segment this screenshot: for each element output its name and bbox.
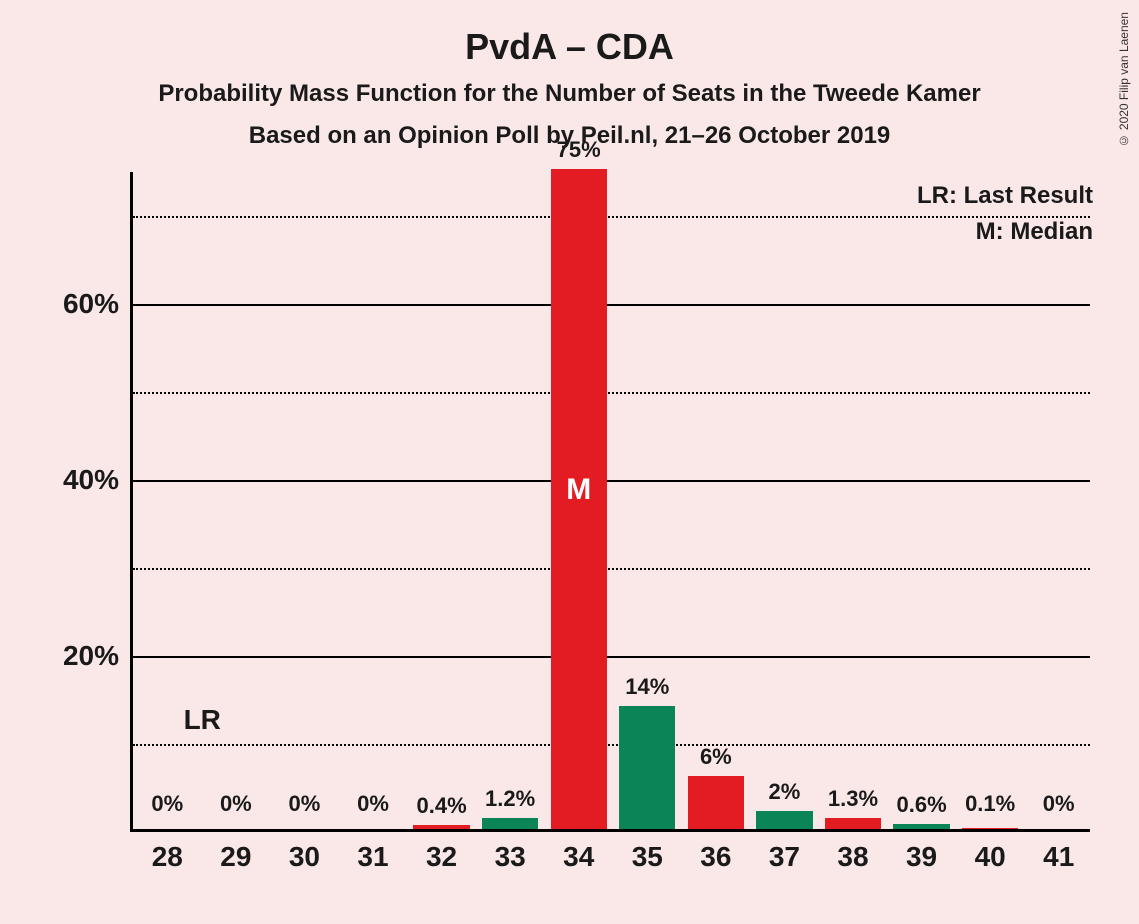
plot-area: 20%40%60%280%290%300%310%320.4%331.2%347… [130,172,1090,832]
x-tick-label: 31 [357,829,388,873]
gridline-minor [133,568,1090,570]
x-tick-label: 38 [837,829,868,873]
bar-value-label: 0% [151,791,183,823]
chart-subtitle-1: Probability Mass Function for the Number… [0,80,1139,108]
bar: 0.6% [893,824,949,829]
bar-value-label: 1.3% [828,786,878,818]
x-tick-label: 36 [700,829,731,873]
bar-value-label: 0% [220,791,252,823]
x-tick-label: 41 [1043,829,1074,873]
x-tick-label: 34 [563,829,594,873]
pmf-chart: PvdA – CDA Probability Mass Function for… [0,0,1139,924]
bar-value-label: 0% [1043,791,1075,823]
x-tick-label: 33 [495,829,526,873]
bar: 2% [756,811,812,829]
x-tick-label: 35 [632,829,663,873]
gridline-minor [133,392,1090,394]
bar-value-label: 0.1% [965,791,1015,823]
x-tick-label: 37 [769,829,800,873]
bar-value-label: 75% [557,137,601,169]
gridline-major [133,656,1090,658]
y-tick-label: 40% [63,464,133,496]
x-tick-label: 39 [906,829,937,873]
x-tick-label: 30 [289,829,320,873]
bar: 0.4% [413,825,469,829]
x-tick-label: 28 [152,829,183,873]
chart-title: PvdA – CDA [0,26,1139,68]
median-marker: M [566,473,591,507]
bar-value-label: 0.4% [416,793,466,825]
copyright-text: © 2020 Filip van Laenen [1117,12,1131,147]
bar: 75%M [551,169,607,829]
y-tick-label: 20% [63,640,133,672]
bar: 14% [619,706,675,829]
x-tick-label: 29 [220,829,251,873]
last-result-marker: LR [184,704,221,736]
bar-value-label: 0% [289,791,321,823]
bar-value-label: 2% [769,779,801,811]
gridline-major [133,480,1090,482]
bar-value-label: 0.6% [896,792,946,824]
bar-value-label: 1.2% [485,786,535,818]
bar: 1.2% [482,818,538,829]
bar: 6% [688,776,744,829]
x-tick-label: 32 [426,829,457,873]
gridline-minor [133,216,1090,218]
gridline-minor [133,744,1090,746]
bar: 1.3% [825,818,881,829]
bar-value-label: 6% [700,744,732,776]
bar-value-label: 14% [625,674,669,706]
y-tick-label: 60% [63,288,133,320]
gridline-major [133,304,1090,306]
x-tick-label: 40 [975,829,1006,873]
bar-value-label: 0% [357,791,389,823]
bar [962,828,1018,829]
